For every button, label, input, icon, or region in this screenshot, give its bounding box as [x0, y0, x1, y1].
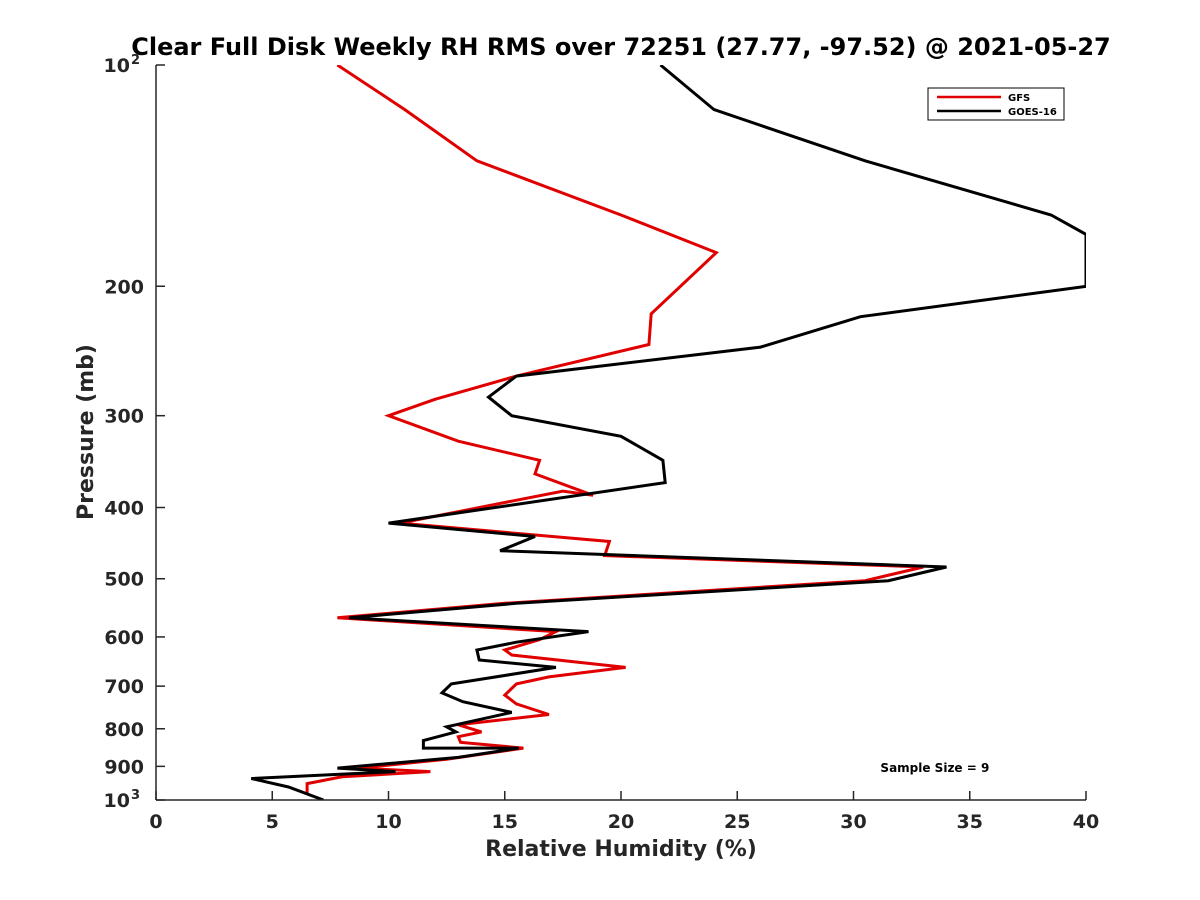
y-tick-label: 900 [104, 756, 144, 778]
x-tick-label: 20 [608, 811, 634, 833]
x-tick-label: 25 [724, 811, 750, 833]
y-axis-label: Pressure (mb) [74, 344, 99, 520]
y-tick-label: 800 [104, 719, 144, 741]
series-line-gfs [305, 65, 924, 794]
y-tick-label: 10 [104, 55, 130, 77]
series-line-goes16 [250, 65, 1086, 800]
x-axis-label: Relative Humidity (%) [485, 837, 757, 862]
y-tick-exponent: 3 [131, 788, 140, 803]
legend: GFS GOES-16 [927, 87, 1065, 121]
x-tick-label: 15 [492, 811, 518, 833]
x-tick-label: 10 [375, 811, 401, 833]
y-tick-label: 700 [104, 676, 144, 698]
y-tick-label: 10 [104, 790, 130, 812]
y-tick-exponent: 2 [131, 53, 140, 68]
legend-box [927, 87, 1065, 121]
y-tick-label: 400 [104, 498, 144, 520]
legend-label-gfs: GFS [1008, 93, 1030, 104]
x-tick-label: 0 [149, 811, 162, 833]
x-tick-label: 5 [266, 811, 279, 833]
y-tick-label: 500 [104, 569, 144, 591]
x-tick-label: 35 [957, 811, 983, 833]
chart-title: Clear Full Disk Weekly RH RMS over 72251… [131, 33, 1111, 61]
y-tick-label: 200 [104, 276, 144, 298]
x-ticks: 0 5 10 15 20 25 30 35 40 [149, 791, 1099, 833]
x-tick-label: 30 [840, 811, 866, 833]
sample-size-annotation: Sample Size = 9 [880, 761, 989, 775]
y-tick-label: 600 [104, 627, 144, 649]
legend-label-goes16: GOES-16 [1008, 107, 1057, 118]
plot-area [250, 65, 1086, 800]
x-tick-label: 40 [1073, 811, 1099, 833]
y-tick-label: 300 [104, 406, 144, 428]
